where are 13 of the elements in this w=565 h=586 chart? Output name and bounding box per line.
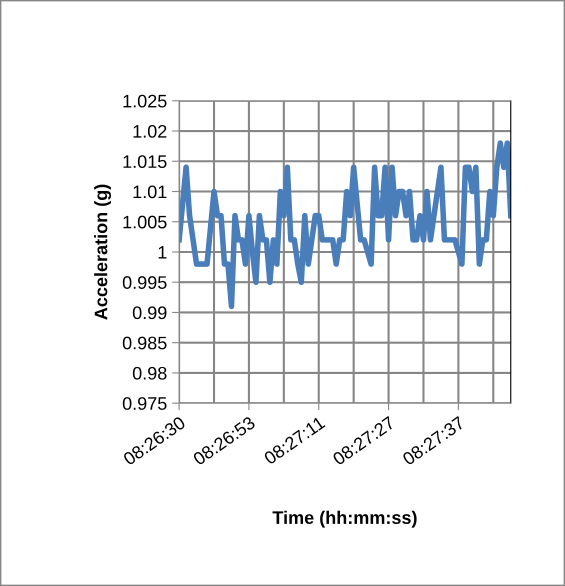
y-tick-label: 0.985 — [122, 336, 167, 350]
x-axis-title: Time (hh:mm:ss) — [272, 510, 417, 528]
y-tick-label: 1.025 — [124, 94, 167, 108]
y-tick-label: 0.995 — [122, 276, 167, 289]
y-tick-label: 0.98 — [132, 366, 167, 380]
y-tick-label: 0.99 — [132, 306, 166, 320]
y-tick-label: 1.015 — [124, 155, 167, 168]
y-tick-label: 1.005 — [124, 216, 167, 228]
y-axis-title: Acceleration (g) — [94, 184, 112, 320]
y-tick-label: 0.975 — [122, 397, 167, 410]
y-tick-label: 1.01 — [134, 185, 166, 198]
y-tick-label: 1.02 — [134, 124, 166, 138]
y-tick-label: 1 — [158, 246, 166, 259]
